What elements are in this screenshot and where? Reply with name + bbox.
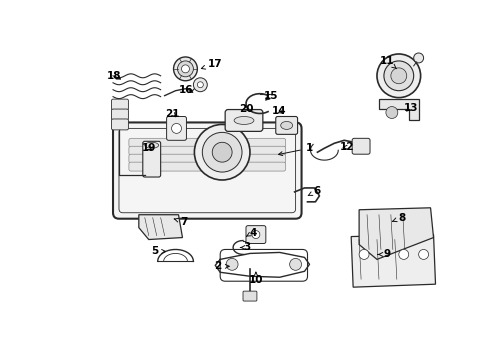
FancyBboxPatch shape	[129, 154, 285, 163]
Circle shape	[225, 258, 238, 270]
FancyBboxPatch shape	[111, 109, 128, 120]
Circle shape	[383, 61, 413, 91]
Ellipse shape	[234, 117, 253, 125]
Text: 15: 15	[263, 91, 278, 101]
Circle shape	[212, 142, 232, 162]
Circle shape	[398, 249, 408, 260]
FancyBboxPatch shape	[351, 138, 369, 154]
Circle shape	[376, 54, 420, 98]
Circle shape	[251, 231, 259, 239]
Polygon shape	[358, 208, 433, 260]
Ellipse shape	[280, 121, 292, 129]
Text: 7: 7	[174, 217, 187, 227]
Text: 5: 5	[151, 247, 165, 256]
FancyBboxPatch shape	[129, 146, 285, 155]
FancyBboxPatch shape	[245, 226, 265, 243]
FancyBboxPatch shape	[111, 119, 128, 130]
Text: 1: 1	[278, 143, 312, 156]
Polygon shape	[139, 215, 182, 239]
Text: 11: 11	[379, 56, 396, 69]
Text: 18: 18	[106, 71, 121, 81]
Text: 19: 19	[141, 143, 156, 153]
FancyBboxPatch shape	[129, 162, 285, 171]
Circle shape	[177, 61, 193, 77]
FancyBboxPatch shape	[275, 117, 297, 134]
Circle shape	[171, 123, 181, 133]
Text: 4: 4	[246, 228, 256, 238]
Circle shape	[358, 249, 368, 260]
Polygon shape	[378, 99, 418, 121]
Polygon shape	[350, 235, 435, 287]
Ellipse shape	[144, 142, 158, 148]
Circle shape	[197, 82, 203, 88]
Text: 6: 6	[307, 186, 321, 196]
Circle shape	[418, 249, 427, 260]
FancyBboxPatch shape	[113, 122, 301, 219]
Circle shape	[202, 132, 242, 172]
Text: 16: 16	[179, 85, 193, 95]
FancyBboxPatch shape	[111, 99, 128, 110]
Circle shape	[194, 125, 249, 180]
FancyBboxPatch shape	[166, 117, 186, 140]
Text: 12: 12	[339, 142, 354, 152]
Circle shape	[173, 57, 197, 81]
Circle shape	[289, 258, 301, 270]
Text: 10: 10	[248, 272, 263, 285]
Circle shape	[385, 107, 397, 118]
Circle shape	[181, 65, 189, 73]
Text: 17: 17	[201, 59, 222, 69]
Circle shape	[193, 78, 207, 92]
FancyBboxPatch shape	[142, 141, 161, 177]
Text: 14: 14	[271, 105, 285, 116]
Text: 3: 3	[240, 243, 250, 252]
Text: 13: 13	[403, 103, 417, 113]
Text: 8: 8	[392, 213, 405, 223]
Text: 20: 20	[238, 104, 253, 113]
Circle shape	[413, 53, 423, 63]
FancyBboxPatch shape	[224, 109, 263, 131]
FancyBboxPatch shape	[129, 138, 285, 147]
FancyBboxPatch shape	[243, 291, 256, 301]
Text: 2: 2	[214, 261, 229, 271]
Circle shape	[390, 68, 406, 84]
Text: 21: 21	[165, 108, 180, 118]
Text: 9: 9	[377, 249, 389, 260]
